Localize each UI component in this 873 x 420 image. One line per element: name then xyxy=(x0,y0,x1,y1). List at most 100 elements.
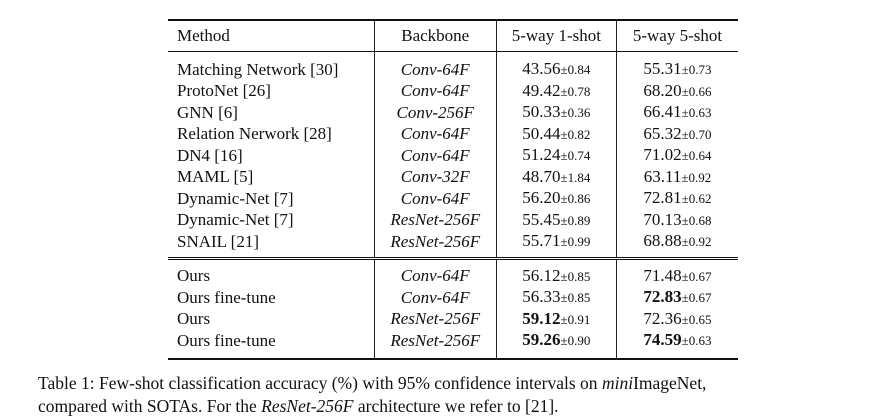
five-shot-ci: ±0.63 xyxy=(681,333,712,348)
backbone-cell: Conv-64F xyxy=(373,188,497,210)
five-shot-ci: ±0.65 xyxy=(681,311,712,327)
five-shot-ci: ±0.66 xyxy=(681,83,712,99)
method-cell: Ours xyxy=(177,309,211,328)
one-shot-cell: 55.45±0.89 xyxy=(495,209,617,231)
results-table-container: Method Backbone 5-way 1-shot 5-way 5-sho… xyxy=(168,19,738,360)
five-shot-ci: ±0.70 xyxy=(681,126,712,142)
one-shot-mean: 50.44 xyxy=(522,123,561,143)
one-shot-ci: ±1.84 xyxy=(560,169,591,185)
five-shot-mean: 70.13 xyxy=(643,209,682,229)
one-shot-ci: ±0.85 xyxy=(560,268,591,284)
table-row: DN4 [16] Conv-64F 51.24±0.74 71.02±0.64 xyxy=(168,145,738,167)
backbone-cell: ResNet-256F xyxy=(373,308,497,330)
one-shot-cell: 50.33±0.36 xyxy=(495,102,617,124)
header-5way-5shot: 5-way 5-shot xyxy=(615,20,738,52)
backbone-cell: Conv-256F xyxy=(373,102,497,124)
table-row: GNN [6] Conv-256F 50.33±0.36 66.41±0.63 xyxy=(168,102,738,124)
five-shot-cell: 63.11±0.92 xyxy=(615,166,738,188)
one-shot-mean: 59.12 xyxy=(522,308,561,328)
five-shot-cell: 72.81±0.62 xyxy=(615,188,738,210)
five-shot-cell: 72.83±0.67 xyxy=(615,287,738,309)
five-shot-mean: 72.36 xyxy=(643,308,682,328)
method-cell: Ours fine-tune xyxy=(177,287,276,307)
one-shot-mean: 55.45 xyxy=(522,209,561,229)
five-shot-cell: 71.48±0.67 xyxy=(615,256,738,287)
five-shot-mean: 66.41 xyxy=(643,102,682,121)
five-shot-ci: ±0.92 xyxy=(681,169,712,185)
one-shot-ci: ±0.82 xyxy=(560,126,591,142)
table-caption: Table 1: Few-shot classification accurac… xyxy=(38,372,868,418)
backbone-cell: ResNet-256F xyxy=(373,231,497,258)
five-shot-cell: 74.59±0.63 xyxy=(615,330,738,360)
header-backbone: Backbone xyxy=(373,20,497,52)
one-shot-cell: 51.24±0.74 xyxy=(495,145,617,167)
one-shot-ci: ±0.78 xyxy=(560,83,591,99)
method-cell: DN4 [16] xyxy=(177,145,243,165)
our-methods-group: Ours Conv-64F 56.12±0.85 71.48±0.67 Ours fin… xyxy=(168,256,738,360)
five-shot-cell: 70.13±0.68 xyxy=(615,209,738,231)
table-row: Ours fine-tune ResNet-256F 59.26±0.90 74.59… xyxy=(168,330,738,360)
five-shot-ci: ±0.67 xyxy=(681,290,712,305)
caption-part-2: mini xyxy=(601,373,634,393)
one-shot-ci: ±0.85 xyxy=(560,290,591,305)
header-row: Method Backbone 5-way 1-shot 5-way 5-sho… xyxy=(168,20,738,52)
method-cell: Relation Nerwork [28] xyxy=(177,124,332,143)
table-row: Dynamic-Net [7] Conv-64F 56.20±0.86 72.81±0… xyxy=(168,188,738,210)
table-row: ProtoNet [26] Conv-64F 49.42±0.78 68.20±0.6… xyxy=(168,80,738,102)
five-shot-cell: 66.41±0.63 xyxy=(615,102,738,124)
five-shot-ci: ±0.62 xyxy=(681,191,712,206)
one-shot-mean: 59.26 xyxy=(522,330,561,349)
one-shot-ci: ±0.74 xyxy=(560,148,591,163)
five-shot-mean: 72.83 xyxy=(643,287,682,306)
one-shot-mean: 56.20 xyxy=(522,188,561,207)
five-shot-ci: ±0.63 xyxy=(681,105,712,120)
one-shot-cell: 43.56±0.84 xyxy=(495,51,617,81)
five-shot-mean: 68.20 xyxy=(643,80,682,100)
five-shot-mean: 72.81 xyxy=(643,188,682,207)
one-shot-ci: ±0.90 xyxy=(560,333,591,348)
one-shot-cell: 59.26±0.90 xyxy=(495,330,617,360)
one-shot-mean: 51.24 xyxy=(522,145,561,164)
five-shot-mean: 65.32 xyxy=(643,123,682,143)
method-cell: Dynamic-Net [7] xyxy=(177,210,294,229)
caption-part-3: ImageNet, xyxy=(633,373,707,393)
one-shot-ci: ±0.89 xyxy=(560,212,591,228)
five-shot-cell: 71.02±0.64 xyxy=(615,145,738,167)
five-shot-ci: ±0.73 xyxy=(681,62,712,77)
one-shot-cell: 59.12±0.91 xyxy=(495,308,617,330)
one-shot-cell: 49.42±0.78 xyxy=(495,80,617,102)
one-shot-ci: ±0.91 xyxy=(560,311,591,327)
caption-part-5: ResNet-256F xyxy=(261,396,354,416)
caption-part-4: compared with SOTAs. For the xyxy=(38,396,262,416)
table-row: Relation Nerwork [28] Conv-64F 50.44±0.82 6… xyxy=(168,123,738,145)
five-shot-mean: 74.59 xyxy=(643,330,682,349)
method-cell: Matching Network [30] xyxy=(168,51,375,81)
method-cell: ProtoNet [26] xyxy=(177,81,271,100)
five-shot-cell: 65.32±0.70 xyxy=(615,123,738,145)
five-shot-mean: 63.11 xyxy=(643,166,682,186)
method-cell: SNAIL [21] xyxy=(177,231,259,251)
five-shot-mean: 55.31 xyxy=(643,59,682,78)
table-row: Ours Conv-64F 56.12±0.85 71.48±0.67 xyxy=(168,256,738,287)
backbone-cell: Conv-32F xyxy=(373,166,497,188)
one-shot-mean: 43.56 xyxy=(522,59,561,78)
one-shot-mean: 55.71 xyxy=(522,231,561,250)
one-shot-ci: ±0.84 xyxy=(560,62,591,77)
method-cell: MAML [5] xyxy=(177,167,254,186)
table-row: Ours ResNet-256F 59.12±0.91 72.36±0.65 xyxy=(168,308,738,330)
one-shot-cell: 50.44±0.82 xyxy=(495,123,617,145)
method-cell: GNN [6] xyxy=(177,102,238,122)
one-shot-mean: 56.33 xyxy=(522,287,561,306)
backbone-cell: ResNet-256F xyxy=(373,330,497,360)
one-shot-ci: ±0.36 xyxy=(560,105,591,120)
five-shot-mean: 71.02 xyxy=(643,145,682,164)
one-shot-mean: 49.42 xyxy=(522,80,561,100)
backbone-cell: ResNet-256F xyxy=(373,209,497,231)
header-5way-1shot: 5-way 1-shot xyxy=(495,20,617,52)
five-shot-ci: ±0.64 xyxy=(681,148,712,163)
backbone-cell: Conv-64F xyxy=(373,145,497,167)
caption-part-6: architecture we refer to [21]. xyxy=(353,396,559,416)
one-shot-ci: ±0.86 xyxy=(560,191,591,206)
backbone-cell: Conv-64F xyxy=(373,51,497,81)
table-row: Matching Network [30] Conv-64F 43.56±0.84 5… xyxy=(168,51,738,81)
